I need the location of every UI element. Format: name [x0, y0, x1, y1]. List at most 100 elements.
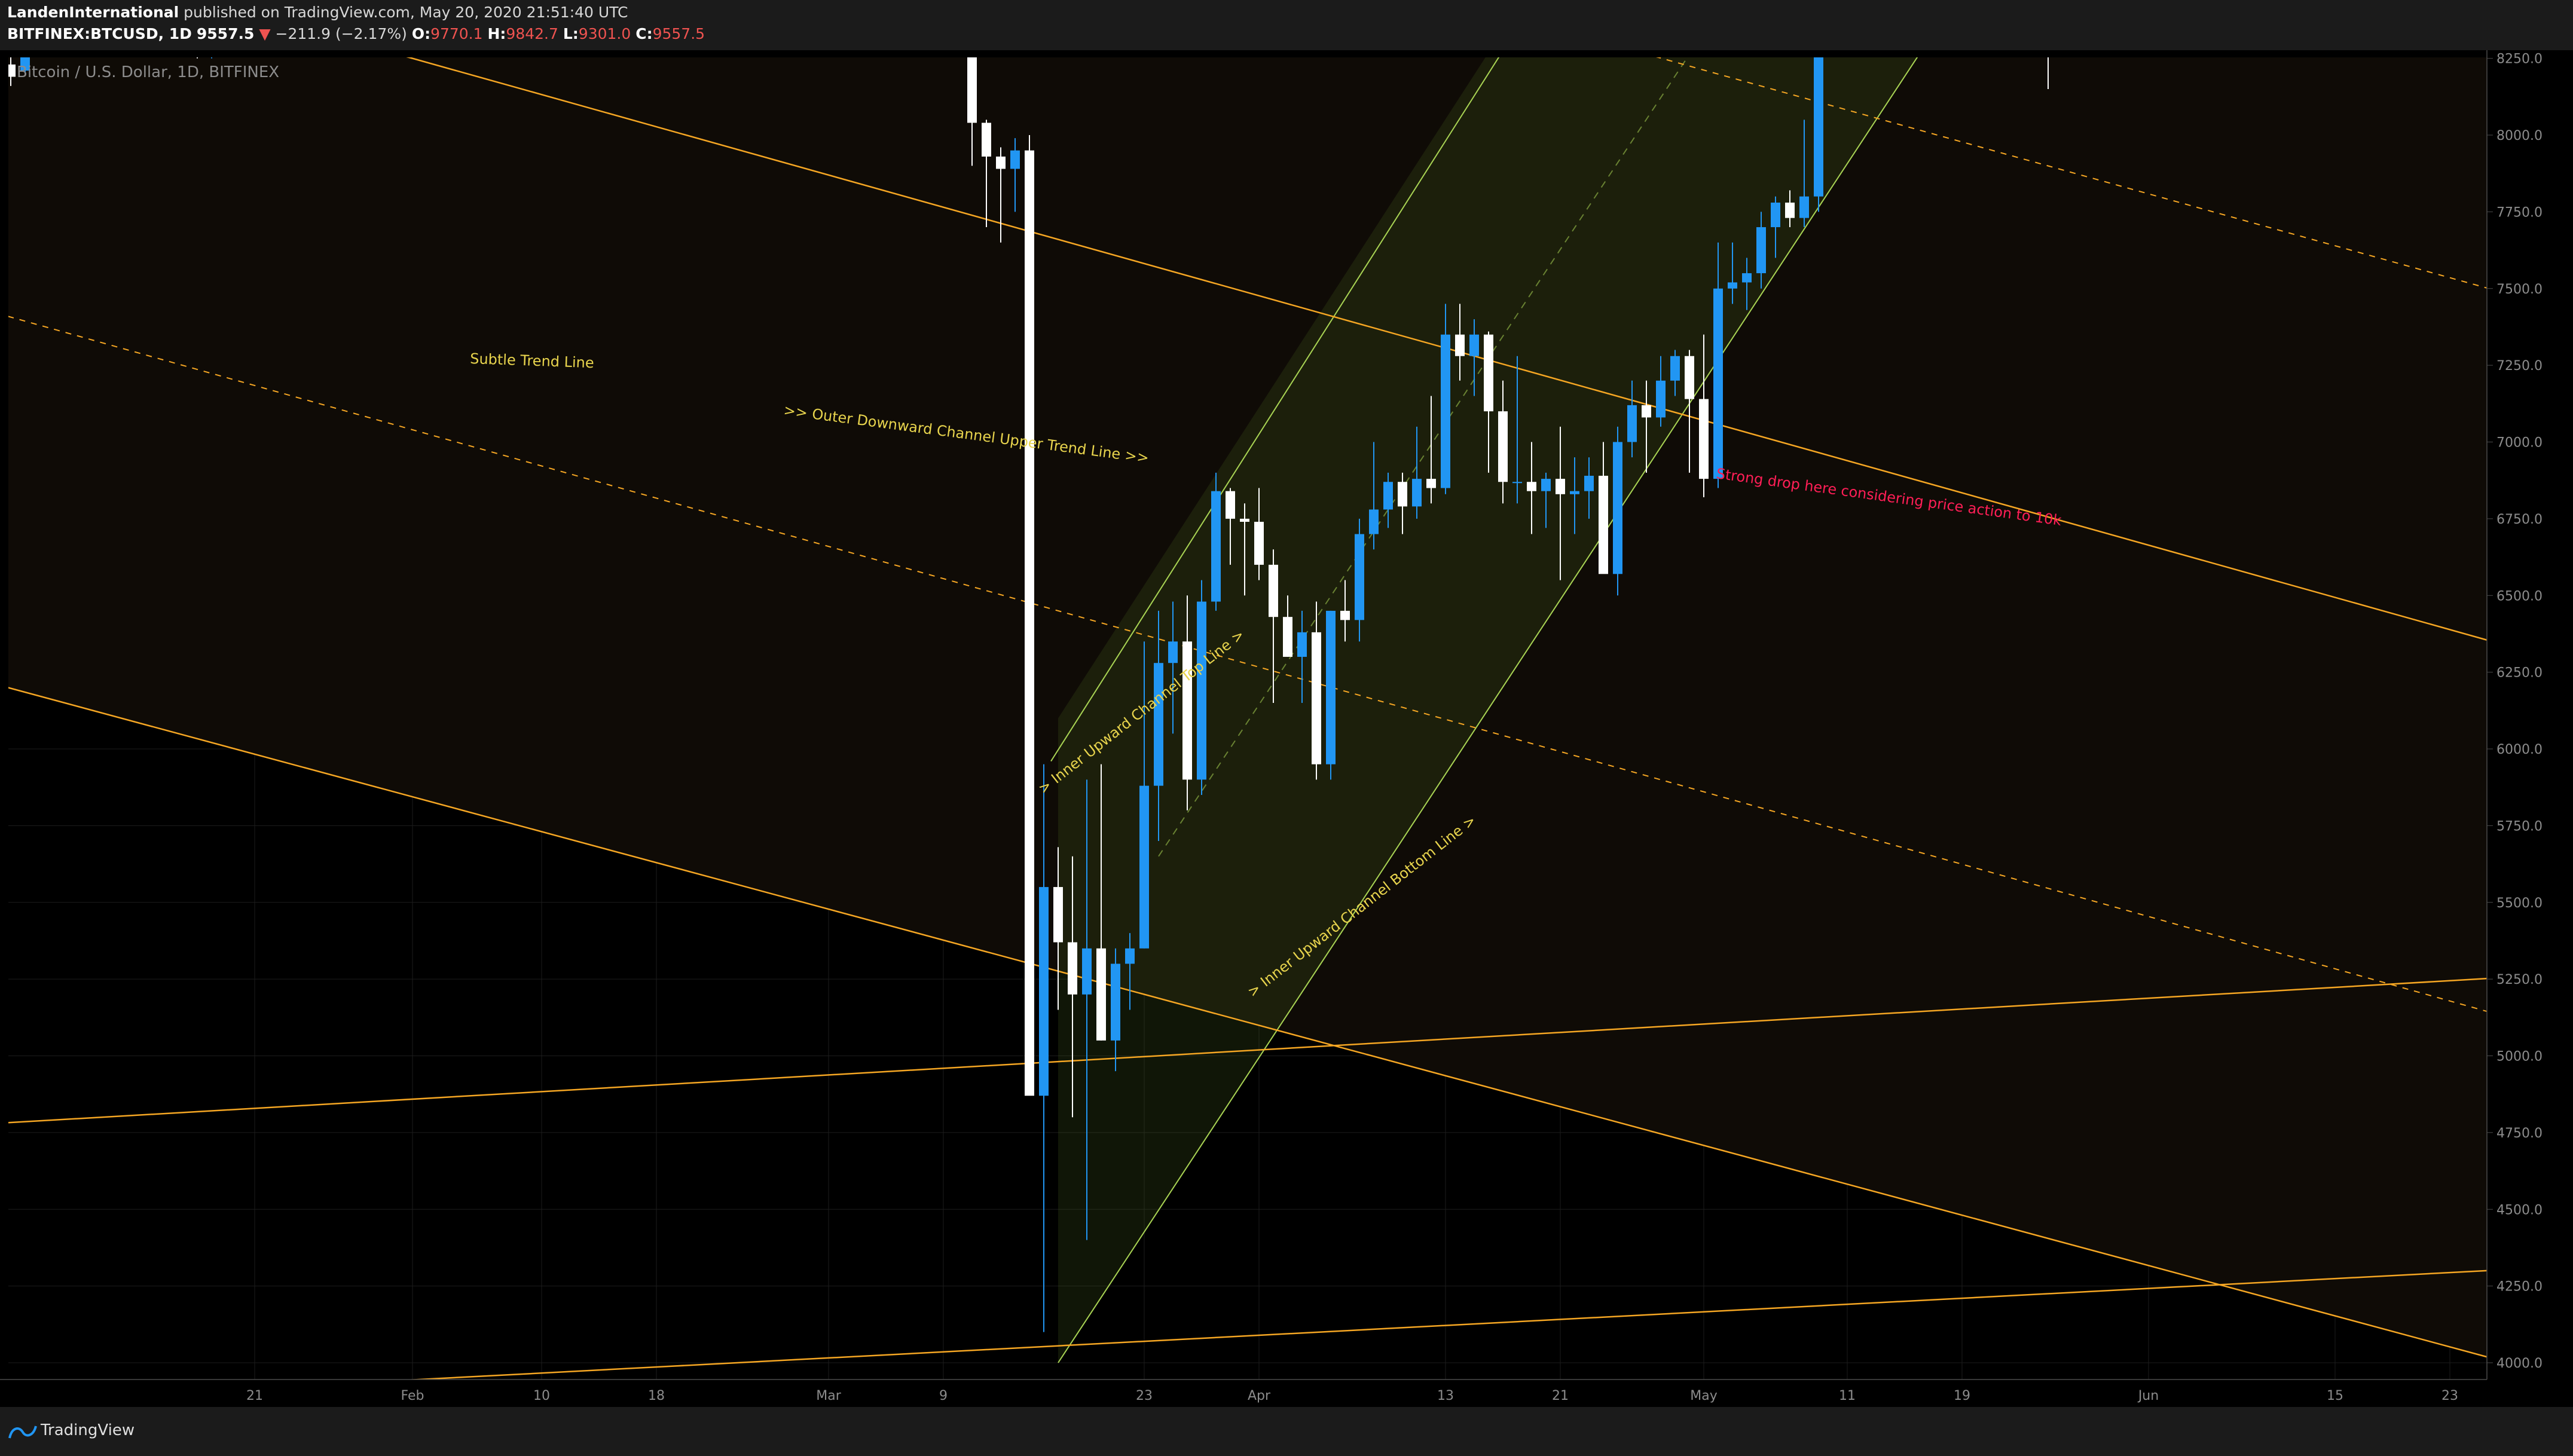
time-tick-label: 3: [0, 1388, 1, 1403]
candle[interactable]: [1756, 212, 1766, 289]
candle[interactable]: [1469, 319, 1479, 396]
candle-body: [1326, 610, 1336, 764]
candle[interactable]: [1527, 442, 1536, 534]
publish-info: LandenInternational published on Trading…: [7, 4, 628, 21]
candle[interactable]: [1139, 641, 1149, 949]
candle[interactable]: [1556, 426, 1565, 580]
candle[interactable]: [1799, 120, 1809, 228]
candle-body: [1498, 411, 1508, 482]
candle-body: [1742, 273, 1752, 283]
candle[interactable]: [1627, 380, 1637, 458]
candle-body: [1556, 479, 1565, 494]
candle[interactable]: [6, 50, 16, 86]
candle-body: [1469, 334, 1479, 356]
candle[interactable]: [1154, 610, 1163, 842]
candle[interactable]: [1111, 948, 1120, 1072]
chart-area[interactable]: Subtle Trend Line >> Outer Downward Chann…: [0, 50, 2573, 1407]
candle[interactable]: [1254, 488, 1264, 580]
time-tick-label: 13: [1437, 1388, 1454, 1403]
low-label: L:: [563, 25, 579, 42]
candle[interactable]: [1570, 457, 1579, 534]
candle[interactable]: [1226, 488, 1235, 565]
orange-channel-shade: [8, 57, 2487, 1357]
candle[interactable]: [1312, 601, 1321, 780]
candle[interactable]: [1699, 334, 1709, 497]
candle[interactable]: [1656, 356, 1666, 427]
candle[interactable]: [967, 50, 977, 166]
candle[interactable]: [1240, 503, 1249, 596]
candle-body: [1312, 632, 1321, 764]
candle[interactable]: [1512, 356, 1522, 504]
candle-body: [1139, 785, 1149, 949]
price-tick-label: 7250.0: [2496, 359, 2543, 374]
plot-layer: [6, 50, 2487, 1379]
candle[interactable]: [1283, 595, 1292, 657]
price-chart[interactable]: Subtle Trend Line>> Outer Downward Chann…: [0, 50, 2573, 1407]
candle[interactable]: [1785, 190, 1795, 228]
time-axis[interactable]: 321Feb1018Mar923Apr1321May1119Jun1523Jul…: [0, 1379, 2573, 1407]
price-tick-label: 4000.0: [2496, 1356, 2543, 1371]
candle[interactable]: [1742, 258, 1752, 310]
candle[interactable]: [1455, 304, 1465, 381]
candle[interactable]: [1125, 933, 1135, 1010]
candle-body: [982, 123, 991, 157]
candle[interactable]: [996, 147, 1006, 243]
candle[interactable]: [1053, 847, 1063, 1010]
candle[interactable]: [1297, 610, 1307, 703]
candle[interactable]: [982, 120, 991, 228]
candle[interactable]: [1685, 350, 1694, 473]
candle[interactable]: [1412, 426, 1422, 519]
candle[interactable]: [1383, 472, 1393, 528]
candle[interactable]: [1441, 304, 1450, 494]
candle[interactable]: [1498, 380, 1508, 504]
price-axis-bg: [2487, 50, 2573, 1407]
candle[interactable]: [1398, 472, 1407, 534]
time-tick-label: 10: [533, 1388, 550, 1403]
candle[interactable]: [1728, 242, 1737, 304]
inner-channel-top-line: [1050, 57, 1500, 762]
author-name[interactable]: LandenInternational: [7, 4, 179, 21]
candle[interactable]: [1096, 764, 1106, 1041]
candle-body: [1670, 356, 1680, 381]
candle-body: [1168, 641, 1178, 663]
candle[interactable]: [1369, 442, 1379, 550]
candle[interactable]: [1068, 856, 1077, 1118]
candle[interactable]: [1355, 518, 1364, 642]
candle-body: [1570, 491, 1579, 494]
candle[interactable]: [1599, 442, 1608, 574]
candle[interactable]: [1584, 457, 1594, 519]
candle-body: [1613, 442, 1622, 574]
candle[interactable]: [1326, 610, 1336, 780]
candle[interactable]: [1642, 380, 1651, 473]
candle[interactable]: [1814, 50, 1823, 212]
price-tick-label: 8000.0: [2496, 129, 2543, 143]
symbol-name: BITFINEX:BTCUSD, 1D: [7, 25, 192, 42]
low-value: 9301.0: [578, 25, 631, 42]
candle[interactable]: [1613, 426, 1622, 596]
candle[interactable]: [1426, 396, 1436, 504]
candle[interactable]: [1197, 580, 1206, 796]
candle[interactable]: [1340, 580, 1350, 642]
candle-body: [1197, 601, 1206, 780]
candle[interactable]: [1039, 764, 1049, 1332]
high-value: 9842.7: [506, 25, 558, 42]
candle-body: [1627, 405, 1637, 442]
price-axis[interactable]: 4000.0 4250.0 4500.0 4750.0 5000.0 5250.0 5500…: [2486, 50, 2573, 1407]
candle[interactable]: [1211, 472, 1221, 611]
candle[interactable]: [1541, 472, 1551, 528]
candle[interactable]: [1269, 549, 1278, 703]
candle[interactable]: [1025, 135, 1034, 1096]
price-tick-label: 4750.0: [2496, 1126, 2543, 1141]
candle[interactable]: [1713, 242, 1723, 488]
candle[interactable]: [1182, 595, 1192, 810]
candle[interactable]: [1484, 331, 1493, 473]
candle[interactable]: [1010, 138, 1020, 212]
candle[interactable]: [20, 50, 30, 74]
candle[interactable]: [1771, 196, 1780, 258]
inner-channel-mid-line: [1158, 57, 1688, 857]
candle[interactable]: [1168, 601, 1178, 734]
time-tick-label: Mar: [816, 1388, 841, 1403]
candle[interactable]: [1670, 350, 1680, 396]
candle-body: [1068, 942, 1077, 995]
candle[interactable]: [1082, 779, 1092, 1240]
